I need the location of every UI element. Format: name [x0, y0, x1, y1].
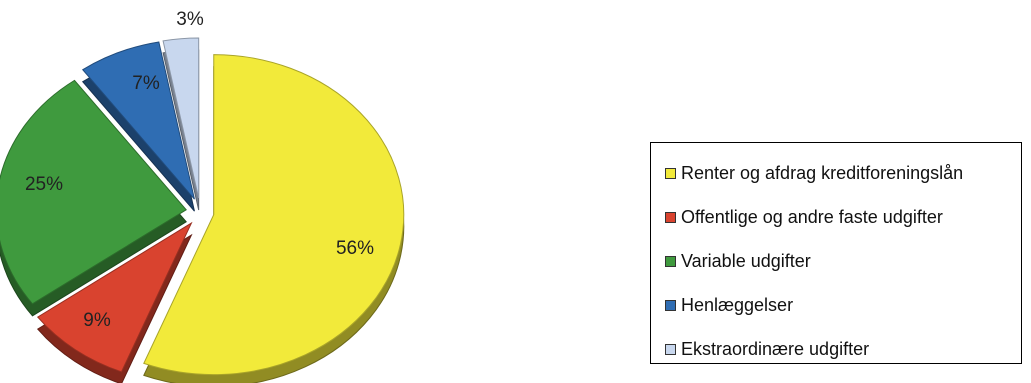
slice-label-ekstraordinaere: 3%: [176, 9, 204, 30]
legend-item-renter: Renter og afdrag kreditforeningslån: [665, 151, 1021, 195]
slice-label-variable: 25%: [25, 174, 63, 195]
pie-slice-renter: [143, 54, 405, 376]
pie-slice-variable: [0, 79, 187, 305]
legend-swatch-henlaeggelser: [665, 299, 676, 311]
legend-swatch-variable: [665, 255, 676, 267]
legend-label-ekstraordinaere: Ekstraordinære udgifter: [681, 338, 870, 359]
legend-swatch-offentlige: [665, 211, 676, 223]
chart-legend: Renter og afdrag kreditforeningslån Offe…: [650, 142, 1022, 364]
legend-item-offentlige: Offentlige og andre faste udgifter: [665, 195, 1021, 239]
legend-item-ekstraordinaere: Ekstraordinære udgifter: [665, 327, 1021, 371]
legend-item-variable: Variable udgifter: [665, 239, 1021, 283]
slice-label-renter: 56%: [336, 238, 374, 259]
pie-slice-henlaeggelser: [81, 41, 195, 200]
pie-slice-offentlige: [36, 221, 193, 373]
legend-item-henlaeggelser: Henlæggelser: [665, 283, 1021, 327]
legend-label-henlaeggelser: Henlæggelser: [681, 294, 794, 315]
legend-label-variable: Variable udgifter: [681, 250, 811, 271]
pie-slice-ekstraordinaere: [162, 37, 200, 199]
slice-label-offentlige: 9%: [83, 310, 111, 331]
legend-label-offentlige: Offentlige og andre faste udgifter: [681, 206, 943, 227]
slice-label-henlaeggelser: 7%: [132, 73, 160, 94]
legend-label-renter: Renter og afdrag kreditforeningslån: [681, 162, 964, 183]
legend-swatch-renter: [665, 167, 676, 179]
legend-swatch-ekstraordinaere: [665, 343, 676, 355]
